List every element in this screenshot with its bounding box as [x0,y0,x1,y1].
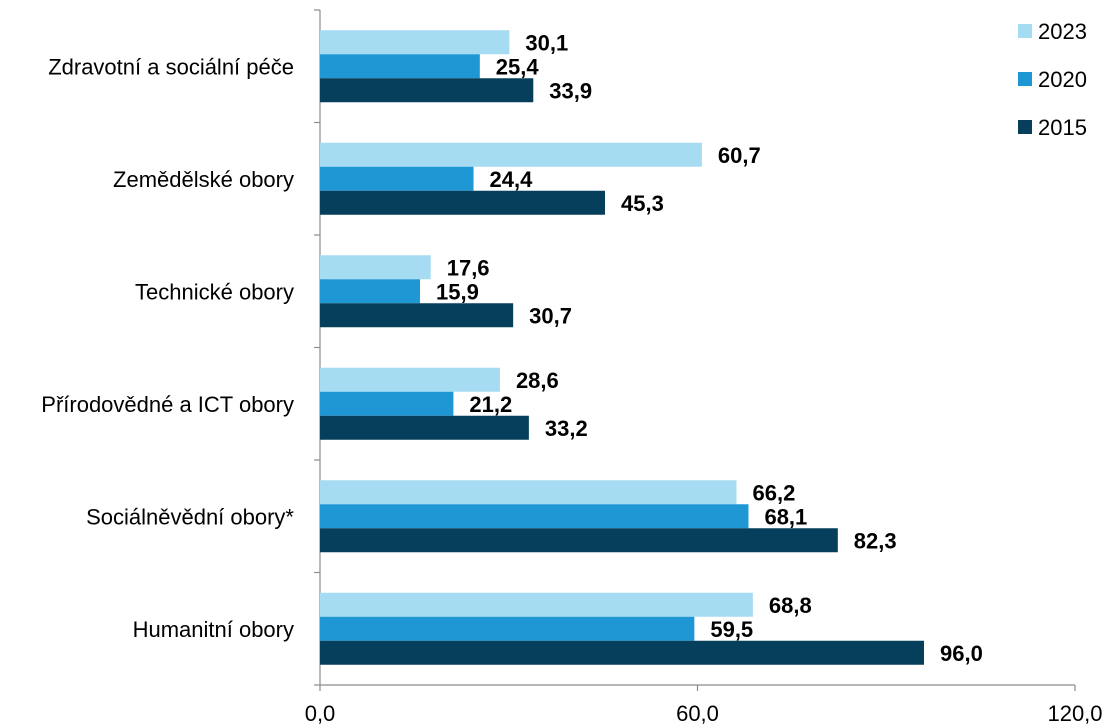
value-label: 28,6 [516,368,559,393]
value-label: 59,5 [710,617,753,642]
category-label: Technické obory [135,279,294,304]
bar-2015-2 [320,303,514,328]
bar-2023-5 [320,592,753,617]
bar-2020-0 [320,54,480,79]
value-label: 82,3 [854,528,897,553]
category-label: Přírodovědné a ICT obory [41,392,294,417]
bar-2020-5 [320,616,695,641]
bar-2020-1 [320,166,474,191]
bar-2015-0 [320,78,534,103]
bar-2023-2 [320,255,431,280]
bar-2015-3 [320,415,529,440]
value-label: 30,7 [529,303,572,328]
bar-2020-4 [320,504,749,529]
legend-label: 2020 [1038,67,1087,92]
legend-swatch-2023 [1018,24,1032,38]
value-label: 68,1 [764,504,807,529]
bar-2015-5 [320,640,924,665]
value-label: 15,9 [436,279,479,304]
value-label: 33,2 [545,416,588,441]
bar-2015-1 [320,190,606,215]
category-label: Zemědělské obory [113,167,294,192]
value-label: 30,1 [525,30,568,55]
category-label: Humanitní obory [133,617,294,642]
value-label: 45,3 [621,191,664,216]
value-label: 24,4 [490,167,534,192]
category-label: Zdravotní a sociální péče [48,54,294,79]
x-tick-label: 120,0 [1047,701,1102,725]
bar-2023-1 [320,142,702,167]
value-label: 17,6 [447,255,490,280]
value-label: 21,2 [469,392,512,417]
legend-swatch-2015 [1018,120,1032,134]
legend-label: 2023 [1038,19,1087,44]
legend-swatch-2020 [1018,72,1032,86]
bar-2023-0 [320,30,510,55]
category-label: Sociálněvědní obory* [86,504,294,529]
value-label: 60,7 [718,143,761,168]
bar-2023-4 [320,480,737,505]
value-label: 33,9 [549,78,592,103]
bar-2020-2 [320,279,421,304]
bar-2015-4 [320,528,838,553]
x-tick-label: 60,0 [676,701,719,725]
bar-2020-3 [320,391,454,416]
legend-label: 2015 [1038,115,1087,140]
x-tick-label: 0,0 [305,701,336,725]
value-label: 66,2 [753,480,796,505]
value-label: 96,0 [940,641,983,666]
value-label: 25,4 [496,54,540,79]
value-label: 68,8 [769,593,812,618]
bar-2023-3 [320,367,500,392]
